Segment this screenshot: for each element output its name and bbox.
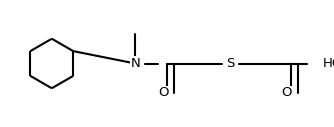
Text: HO: HO	[322, 57, 334, 70]
Text: O: O	[158, 86, 169, 99]
Text: N: N	[130, 57, 140, 70]
Text: S: S	[226, 57, 235, 70]
Text: O: O	[282, 86, 292, 99]
